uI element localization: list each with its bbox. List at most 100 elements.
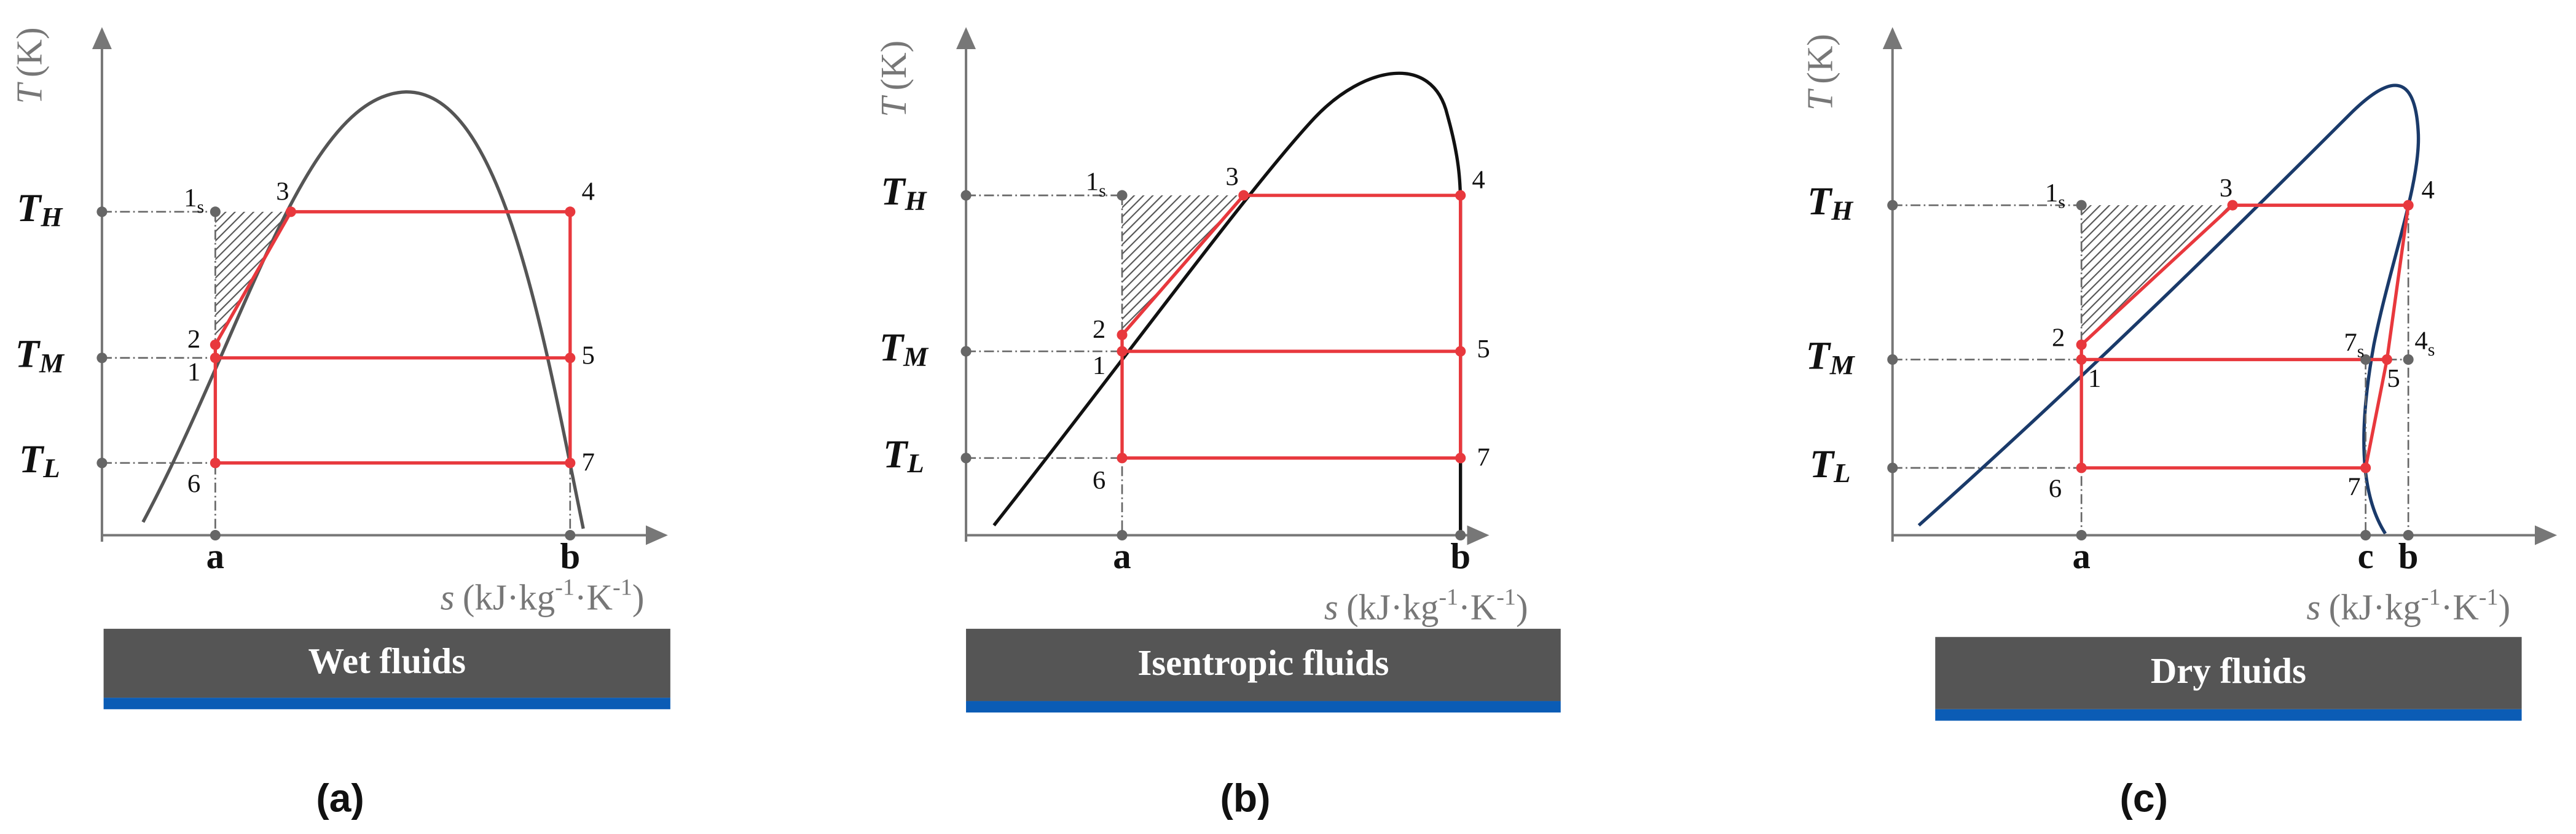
state-point [96, 353, 108, 364]
point-label-main: 3 [2220, 174, 2232, 203]
point-label: 5 [582, 341, 595, 370]
state-point [565, 206, 576, 217]
point-label: 4 [582, 177, 595, 206]
point-label: 1 [1093, 351, 1105, 380]
state-point [1455, 453, 1466, 464]
level-label-sub: L [906, 448, 924, 479]
point-label-main: 1 [2088, 364, 2101, 393]
point-label: 5 [1477, 335, 1490, 364]
state-point [2360, 529, 2371, 541]
state-point [960, 346, 972, 357]
point-label: 7 [1477, 443, 1490, 472]
point-label-main: 4 [1472, 166, 1485, 195]
point-label-main: 4 [2414, 327, 2427, 356]
point-label-main: 6 [187, 469, 200, 498]
state-point [285, 206, 296, 217]
saturation-curve [1917, 84, 2421, 535]
state-point [1117, 529, 1128, 541]
level-label-sub: H [40, 202, 63, 233]
x-axis-label: s (kJ·kg-1·K-1) [2306, 584, 2510, 626]
point-label: 1s [184, 184, 204, 217]
level-label-main: T [881, 170, 906, 213]
caption: (b) [1220, 776, 1271, 820]
point-label: 2 [1093, 315, 1105, 344]
x-axis-symbol: s [1324, 587, 1338, 627]
x-axis-exponent: -1 [1439, 584, 1458, 610]
point-label: 1 [2088, 364, 2101, 393]
point-label-main: 1 [187, 357, 200, 386]
level-label-main: T [17, 186, 42, 230]
level-label-sub: H [905, 185, 928, 216]
saturation-curve [141, 90, 585, 529]
x-axis-unit: ) [632, 577, 645, 617]
point-label-main: 3 [276, 177, 289, 206]
state-point [2360, 354, 2371, 365]
x-tick-label: a [1113, 536, 1131, 576]
level-label-sub: L [42, 453, 60, 484]
point-label: 4 [2422, 176, 2435, 205]
point-label-main: 5 [1477, 335, 1490, 364]
x-axis-label: s (kJ·kg-1·K-1) [1324, 584, 1528, 626]
state-point [1455, 346, 1466, 357]
y-axis-label: T (K) [873, 41, 913, 117]
y-axis-symbol: T [9, 81, 49, 104]
x-axis-symbol: s [441, 577, 455, 617]
banner-title: Wet fluids [308, 641, 465, 681]
banner-bar [966, 701, 1561, 713]
banner-title: Dry fluids [2151, 651, 2306, 691]
point-label: 3 [1225, 162, 1238, 191]
banner-title: Isentropic fluids [1137, 643, 1389, 683]
x-axis-exponent: -1 [2421, 584, 2441, 610]
x-axis-unit: (kJ·kg [1346, 587, 1439, 627]
level-label-main: T [15, 332, 41, 375]
state-point [960, 453, 972, 464]
x-axis-exponent: -1 [613, 574, 632, 600]
level-label: TH [1807, 179, 1854, 226]
state-point [1238, 190, 1249, 201]
state-point [1455, 529, 1466, 541]
banner-bar [103, 698, 670, 709]
point-label-main: 2 [2052, 323, 2065, 352]
x-axis-symbol: s [2306, 587, 2320, 627]
state-point [1455, 190, 1466, 201]
y-axis-label: T (K) [1800, 34, 1840, 111]
level-label-sub: H [1831, 195, 1854, 226]
level-label: TL [19, 437, 60, 484]
point-label-main: 3 [1225, 162, 1238, 191]
point-label-main: 1 [1086, 167, 1099, 196]
cycle-line [213, 210, 572, 465]
point-label: 3 [2220, 174, 2232, 203]
state-point [2076, 529, 2087, 541]
level-label-main: T [1807, 179, 1833, 223]
y-axis-unit: (K) [9, 27, 49, 77]
level-label-sub: M [1829, 349, 1856, 380]
level-label-main: T [19, 437, 45, 481]
state-point [1117, 329, 1128, 340]
point-label: 4 [1472, 166, 1485, 195]
level-label-sub: M [903, 341, 929, 372]
state-point [210, 353, 221, 364]
point-label-main: 4 [582, 177, 595, 206]
point-label-main: 7 [1477, 443, 1490, 472]
state-point [2403, 529, 2414, 541]
level-label: TM [1806, 333, 1856, 380]
state-point [960, 190, 972, 201]
caption: (a) [316, 776, 364, 820]
state-point [96, 458, 108, 469]
x-axis-exponent: -1 [1496, 584, 1516, 610]
state-point [2076, 354, 2087, 365]
y-axis-symbol: T [1800, 88, 1840, 111]
point-label: 6 [1093, 466, 1105, 495]
state-point [1887, 200, 1898, 211]
x-tick-label: c [2358, 536, 2374, 576]
point-label: 1s [2045, 179, 2065, 212]
state-point [565, 529, 576, 541]
point-label-main: 1 [1093, 351, 1105, 380]
state-point [2076, 462, 2087, 474]
point-label: 3 [276, 177, 289, 206]
level-label: TH [881, 170, 927, 216]
x-axis-exponent: -1 [2479, 584, 2499, 610]
point-label: 1 [187, 357, 200, 386]
state-point [2076, 339, 2087, 350]
